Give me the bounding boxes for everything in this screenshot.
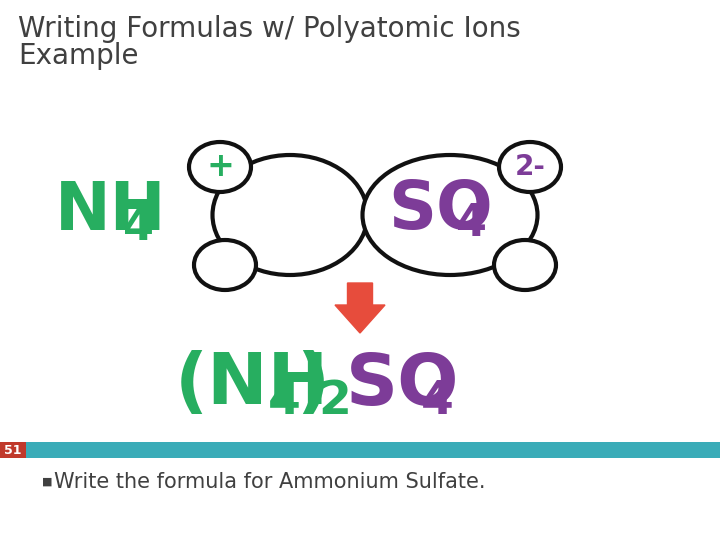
Text: 2-: 2- — [515, 153, 546, 181]
Text: 4: 4 — [268, 379, 301, 423]
Text: 4: 4 — [421, 379, 454, 423]
Text: 2: 2 — [318, 379, 351, 423]
Text: Example: Example — [18, 42, 138, 70]
Ellipse shape — [362, 155, 538, 275]
Text: 4: 4 — [456, 202, 487, 246]
Bar — [0, 442, 720, 458]
Ellipse shape — [212, 155, 367, 275]
FancyArrow shape — [335, 283, 385, 333]
Text: SO: SO — [388, 177, 492, 243]
Text: ): ) — [296, 350, 329, 420]
Text: NH: NH — [55, 178, 166, 244]
Text: SO: SO — [346, 350, 459, 420]
Text: ■: ■ — [42, 477, 53, 487]
Text: Writing Formulas w/ Polyatomic Ions: Writing Formulas w/ Polyatomic Ions — [18, 15, 521, 43]
Text: 4: 4 — [123, 206, 154, 248]
Ellipse shape — [189, 142, 251, 192]
Ellipse shape — [194, 240, 256, 290]
Bar — [0, 442, 26, 458]
Ellipse shape — [499, 142, 561, 192]
Ellipse shape — [494, 240, 556, 290]
Text: (NH: (NH — [175, 350, 329, 420]
Text: +: + — [206, 151, 234, 184]
Text: Write the formula for Ammonium Sulfate.: Write the formula for Ammonium Sulfate. — [54, 472, 485, 492]
Text: 51: 51 — [4, 443, 22, 456]
